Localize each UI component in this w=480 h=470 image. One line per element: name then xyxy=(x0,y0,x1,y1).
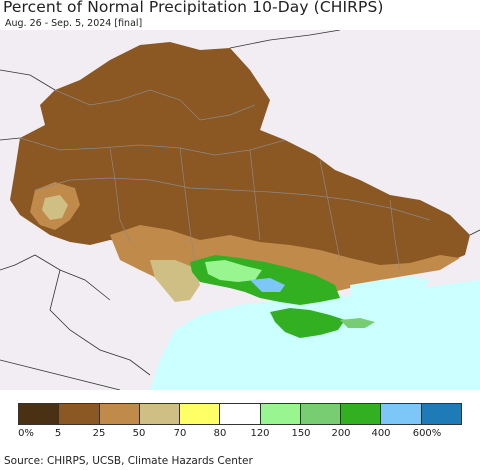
legend-ticks: 0% 5 25 50 70 80 120 150 200 400 600% xyxy=(0,428,480,442)
legend-swatch-5 xyxy=(220,404,261,424)
legend-swatch-8 xyxy=(341,404,382,424)
legend-tick-label: 400 xyxy=(371,428,391,439)
legend-swatch-10 xyxy=(421,404,461,424)
legend-tick-label: 0% xyxy=(18,428,34,439)
legend-swatch-4 xyxy=(180,404,221,424)
western-pale-patch xyxy=(42,195,68,220)
legend-swatch-7 xyxy=(300,404,342,424)
map-title: Percent of Normal Precipitation 10-Day (… xyxy=(3,0,384,16)
southwest-pale-patch xyxy=(150,260,200,302)
crimea xyxy=(270,308,345,338)
legend-tick-label: 80 xyxy=(213,428,227,439)
legend-tick-label: 600% xyxy=(412,428,442,439)
legend-tick-label: 200 xyxy=(331,428,351,439)
source-credit: Source: CHIRPS, UCSB, Climate Hazards Ce… xyxy=(4,455,253,467)
legend-swatch-9 xyxy=(381,404,422,424)
legend-swatch-6 xyxy=(260,404,301,424)
legend-tick-label: 70 xyxy=(173,428,187,439)
color-legend xyxy=(18,403,462,425)
legend-swatch-0 xyxy=(19,404,60,424)
precipitation-map xyxy=(0,30,480,390)
legend-swatch-2 xyxy=(99,404,140,424)
wet-zone-blue xyxy=(250,278,285,292)
legend-tick-label: 25 xyxy=(92,428,106,439)
wet-zone-lightgreen xyxy=(205,260,262,282)
region-boundaries xyxy=(19,89,431,271)
map-subtitle: Aug. 26 - Sep. 5, 2024 [final] xyxy=(5,18,143,29)
country-borders xyxy=(0,30,480,390)
legend-tick-label: 120 xyxy=(250,428,270,439)
crimea-east xyxy=(340,318,375,328)
ukraine-region xyxy=(10,42,470,292)
legend-swatch-3 xyxy=(139,404,181,424)
legend-tick-label: 50 xyxy=(132,428,146,439)
legend-tick-label: 150 xyxy=(291,428,311,439)
legend-swatch-1 xyxy=(59,404,100,424)
azov-sea xyxy=(350,276,430,305)
legend-tick-label: 5 xyxy=(54,428,62,439)
